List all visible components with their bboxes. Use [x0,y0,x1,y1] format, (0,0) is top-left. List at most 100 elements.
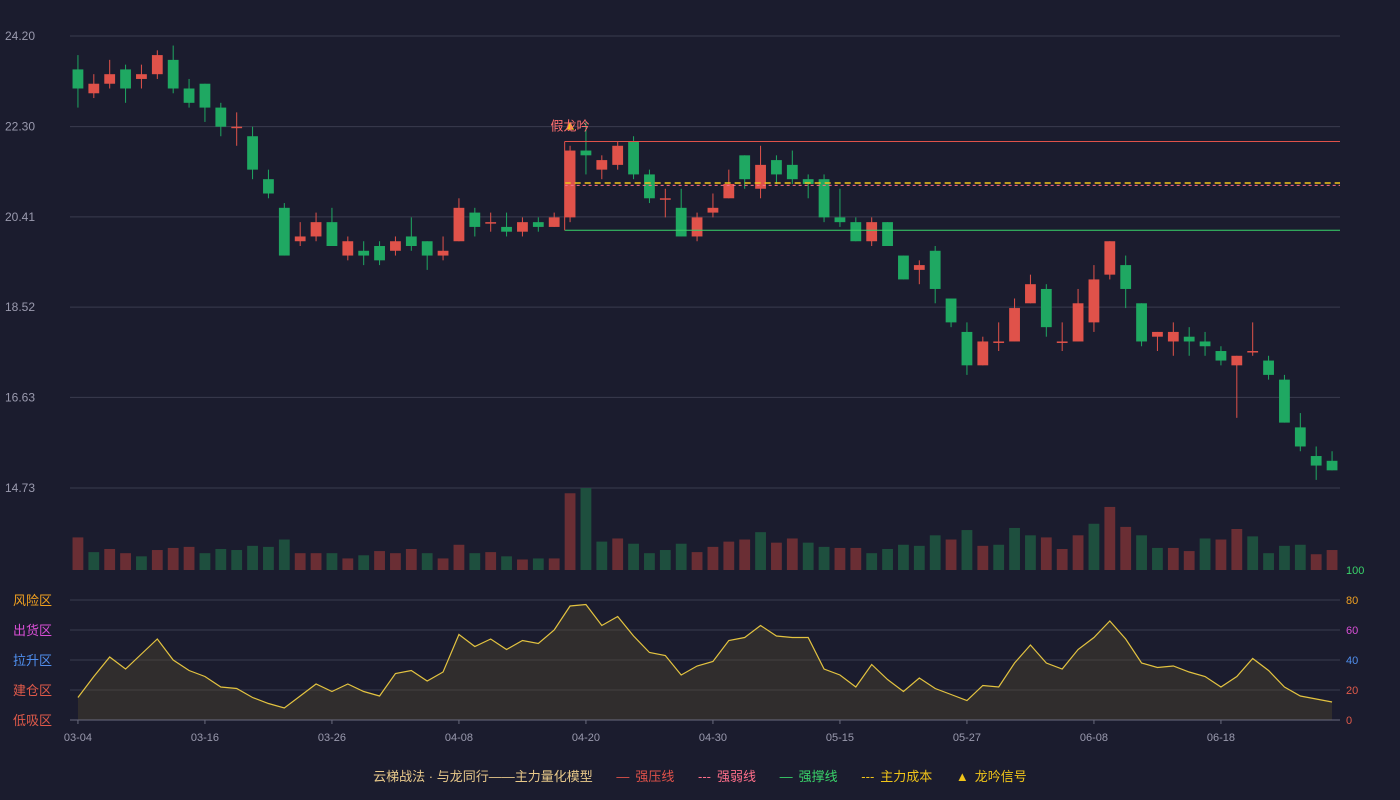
candle-body [755,164,766,189]
zone-label: 低吸区 [13,713,52,728]
candle [215,102,227,137]
legend-mark: --- [698,769,711,784]
chart-legend: 云梯战法 · 与龙同行——主力量化模型 — 强压线 --- 强弱线 — 强撑线 ---… [0,766,1400,786]
volume-bar [453,544,465,570]
x-tick-label: 04-08 [445,732,473,744]
candle [802,174,814,199]
candle-body [1009,308,1020,342]
candle [929,246,941,304]
candle [1294,413,1306,452]
price-tick-label: 18.52 [5,300,35,314]
candle-body [628,141,639,175]
volume-bar [961,530,973,570]
candle [421,241,433,270]
candle [88,74,100,99]
volume-bar [659,550,671,570]
candle [1152,331,1163,352]
candle [501,212,512,237]
volume-bar [342,558,354,570]
legend-dragon-signal[interactable]: ▲ 龙吟信号 [956,769,1027,784]
candle-body [1152,331,1163,337]
volume-bar [929,535,941,570]
candle-body [485,222,497,224]
candle-body [1072,303,1084,342]
volume-bar [231,550,243,570]
candle [580,121,592,175]
volume-bar [1056,548,1068,570]
volume-bar [644,553,655,570]
candle-body [532,222,544,227]
volume-bar [898,544,909,570]
volume-bar [580,488,592,570]
candle [834,188,846,227]
volume-bar [390,553,401,570]
candle-body [1326,460,1338,471]
volume-bar [1009,527,1020,570]
candle-body [580,150,592,156]
candle [1056,322,1068,352]
volume-bar [596,541,608,570]
candle [199,83,211,122]
price-tick-label: 16.63 [5,390,35,404]
candle [437,236,449,261]
legend-label: 龙吟信号 [974,769,1027,784]
volume-bars [72,488,1338,570]
candle-body [1120,265,1132,289]
candle-body [691,217,703,237]
volume-bar [834,547,846,570]
volume-bar [104,548,116,570]
candle-body [993,341,1005,343]
dragon-signal-icon [566,121,575,130]
volume-bar [405,548,417,570]
volume-bar [1310,554,1322,570]
candle-body [1199,341,1211,347]
candle [1263,355,1274,380]
candle [120,64,131,103]
legend-mark: — [779,769,793,784]
candle-body [644,174,655,199]
volume-bar [215,548,227,570]
candle-body [1056,341,1068,343]
candle-body [501,226,512,232]
legend-weak-line[interactable]: --- 强弱线 [698,769,756,784]
candle-body [771,160,782,175]
candle [1326,451,1338,471]
volume-bar [501,556,512,570]
zone-label: 风险区 [13,593,52,608]
level-lines: 假龙吟 [551,119,1340,231]
candle [1279,374,1290,423]
volume-bar [136,556,147,570]
candle-body [88,83,100,94]
volume-bar [675,543,687,570]
volume-bar [1120,526,1132,570]
candle-body [263,179,274,194]
candle-body [437,250,449,256]
candle-body [1136,303,1147,342]
volume-bar [1167,547,1179,570]
candle [628,136,639,180]
legend-strong-pressure[interactable]: — 强压线 [616,769,674,784]
legend-main-cost[interactable]: --- 主力成本 [861,769,932,784]
candle [326,207,338,247]
volume-bar [691,552,703,570]
candle-body [1279,379,1290,423]
candle-body [326,222,338,247]
candle [564,145,576,223]
candle-body [231,126,243,129]
candle-body [596,160,608,170]
volume-bar [1247,536,1259,570]
volume-bar [1136,535,1147,570]
legend-strong-support[interactable]: — 强撑线 [780,769,838,784]
candle-body [834,217,846,223]
candle [596,155,608,180]
candles [72,45,1338,480]
candle-body [104,74,116,84]
candle [72,55,84,108]
candle-body [1025,284,1036,304]
legend-label: 强撑线 [798,769,838,784]
x-axis: 03-04 03-16 03-26 04-08 04-20 04-30 05-15 05-27… [64,719,1340,744]
price-tick-label: 24.20 [5,29,35,43]
legend-mark: --- [861,769,875,784]
